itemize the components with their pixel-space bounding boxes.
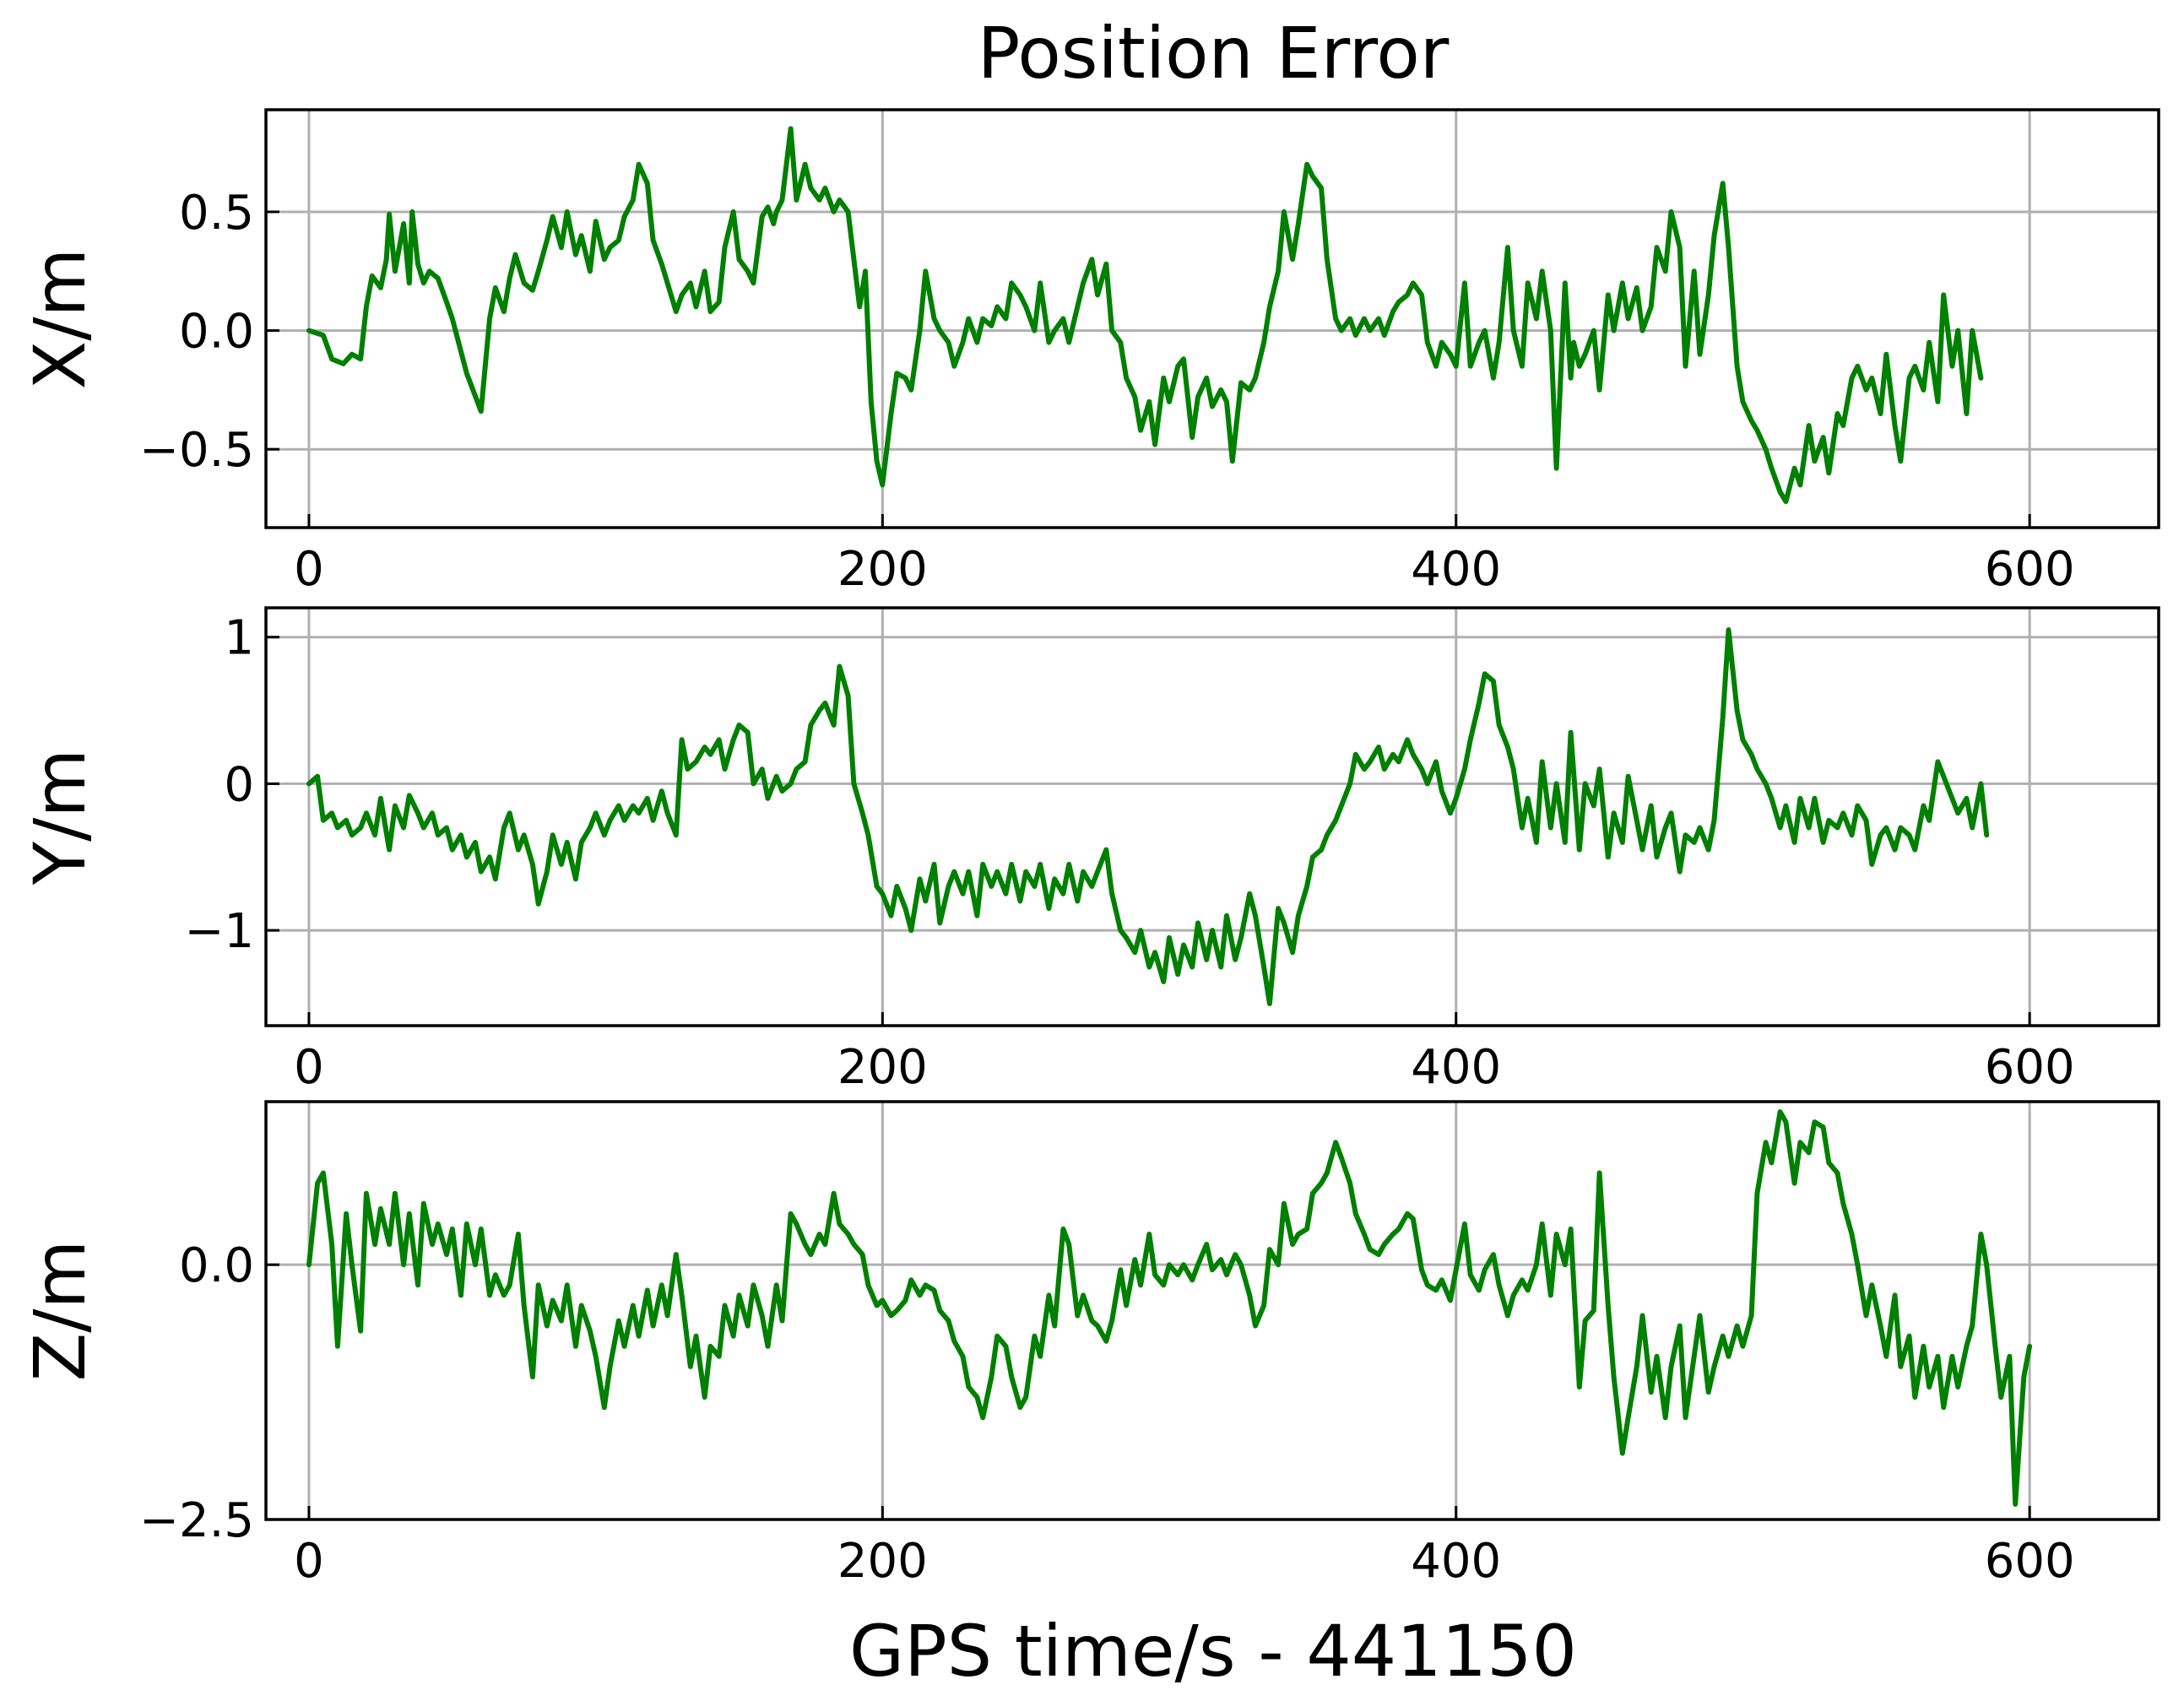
x-tick-label: 600	[1985, 1040, 2075, 1095]
x-tick-label: 600	[1985, 542, 2075, 597]
panel-x: 0 200 400 600 0.5 0.0 −0.5 X/m	[19, 108, 2160, 597]
y-tick-label: 0.0	[179, 1238, 254, 1293]
y-tick-label: −2.5	[139, 1493, 254, 1548]
y-axis-label: Z/m	[19, 1240, 101, 1382]
panel-y: 0 200 400 600 1 0 −1 Y/m	[19, 606, 2160, 1095]
x-tick-label: 0	[294, 1040, 324, 1095]
x-tick-label: 400	[1411, 1040, 1501, 1095]
y-tick-label: 0.0	[179, 305, 254, 360]
y-tick-label: −1	[184, 904, 254, 959]
y-tick-label: 0	[224, 757, 254, 812]
y-tick-label: −0.5	[139, 423, 254, 478]
panel-z: 0 200 400 600 0.0 −2.5 Z/m	[19, 1100, 2160, 1589]
axes-frame	[264, 108, 2160, 529]
x-tick-label: 200	[837, 1534, 928, 1589]
x-axis-label: GPS time/s - 441150	[849, 1610, 1577, 1693]
y-axis-label: X/m	[19, 248, 101, 390]
x-tick-label: 0	[294, 542, 324, 597]
x-tick-label: 200	[837, 542, 928, 597]
series-line-y	[306, 627, 1990, 1006]
x-tick-label: 0	[294, 1534, 324, 1589]
axes-frame	[264, 606, 2160, 1027]
x-tick-label: 200	[837, 1040, 928, 1095]
series-line-x	[306, 126, 1984, 505]
axes-frame	[264, 1100, 2160, 1521]
x-tick-label: 400	[1411, 542, 1501, 597]
x-tick-label: 600	[1985, 1534, 2075, 1589]
y-axis-label: Y/m	[19, 749, 101, 886]
y-tick-label: 0.5	[179, 186, 254, 241]
chart-title: Position Error	[978, 12, 1450, 95]
y-tick-label: 1	[224, 611, 254, 666]
series-line-z	[306, 1109, 2033, 1507]
x-tick-label: 400	[1411, 1534, 1501, 1589]
